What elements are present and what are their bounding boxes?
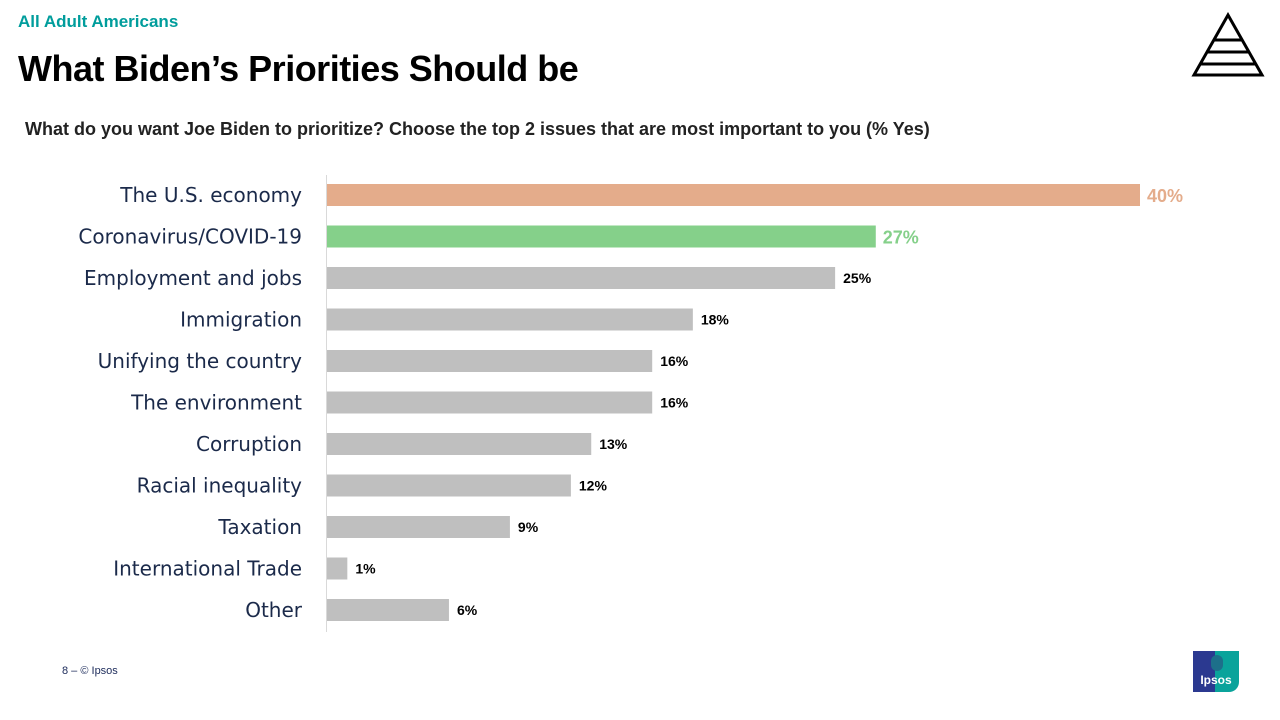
value-label: 16%	[660, 353, 689, 369]
bar	[327, 350, 653, 372]
value-label: 1%	[355, 561, 376, 577]
value-label: 40%	[1147, 186, 1183, 206]
category-label: Racial inequality	[137, 474, 303, 498]
value-label: 27%	[883, 228, 919, 248]
bar	[327, 308, 693, 331]
question-text: What do you want Joe Biden to prioritize…	[25, 119, 930, 139]
category-label: Employment and jobs	[84, 266, 302, 290]
bar	[327, 516, 510, 538]
category-label: The U.S. economy	[119, 183, 302, 207]
bar	[327, 391, 653, 414]
page-title: What Biden’s Priorities Should be	[18, 48, 579, 89]
pyramid-logo	[1191, 12, 1265, 77]
category-label: Corruption	[196, 432, 302, 456]
value-label: 13%	[599, 436, 628, 452]
category-label: International Trade	[113, 557, 302, 581]
value-label: 6%	[457, 602, 478, 618]
value-label: 25%	[843, 270, 872, 286]
value-label: 16%	[660, 395, 689, 411]
bar	[327, 474, 571, 497]
category-label: Unifying the country	[98, 349, 303, 373]
bar	[327, 184, 1140, 206]
value-label: 12%	[579, 478, 608, 494]
category-label: Other	[245, 598, 303, 622]
bar	[327, 557, 348, 580]
footer-text: 8 – © Ipsos	[62, 665, 118, 677]
category-label: Taxation	[217, 515, 302, 539]
category-label: The environment	[130, 391, 302, 415]
value-label: 18%	[701, 312, 730, 328]
bar	[327, 267, 836, 289]
ipsos-logo: Ipsos	[1193, 651, 1239, 692]
supertitle: All Adult Americans	[18, 12, 179, 31]
value-label: 9%	[518, 519, 539, 535]
bar	[327, 433, 592, 455]
bar	[327, 599, 449, 621]
category-label: Immigration	[180, 308, 302, 332]
category-label: Coronavirus/COVID-19	[78, 225, 302, 249]
bar	[327, 225, 876, 248]
